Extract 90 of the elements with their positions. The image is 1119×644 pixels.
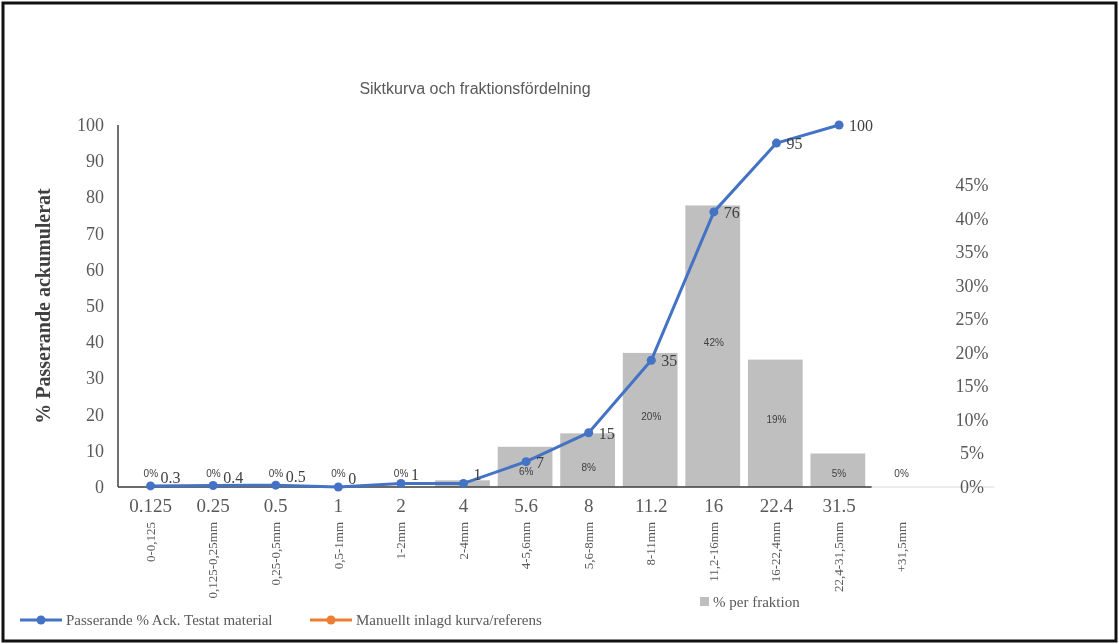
text: 0.125 xyxy=(129,495,172,516)
x-tick-label: +31,5mm xyxy=(893,522,909,573)
data-label: 8% xyxy=(581,461,597,473)
y-tick-label: 100 xyxy=(77,115,104,135)
point xyxy=(208,481,218,491)
text: 31.5 xyxy=(822,495,856,516)
y2-tick-label: 20% xyxy=(955,342,989,363)
data-label: 15 xyxy=(598,424,615,442)
x-tick-label: 4-5,6mm xyxy=(518,522,534,570)
text: 1 xyxy=(333,495,344,516)
y2-tick-label: 30% xyxy=(955,275,989,296)
y-tick-label: 50 xyxy=(86,296,104,316)
data-label: 76 xyxy=(723,203,740,221)
y-tick-label: 60 xyxy=(86,259,104,280)
y2-tick-label: 0% xyxy=(960,477,984,497)
y2-tick-label: 35% xyxy=(955,242,989,263)
annotation: 0.5 xyxy=(285,468,306,486)
y2-tick-label: 10% xyxy=(955,409,989,430)
bar xyxy=(810,453,866,487)
point xyxy=(834,120,844,130)
data-label: 42% xyxy=(703,337,724,349)
bar xyxy=(622,352,678,487)
data-label: 6% xyxy=(518,465,534,477)
y-tick-label: 10 xyxy=(86,440,104,461)
point xyxy=(333,482,343,492)
x-tick-label: 0,5-1mm xyxy=(330,522,346,570)
data-label: 1 xyxy=(410,466,419,484)
y-tick-label: 0 xyxy=(95,477,104,497)
point xyxy=(521,457,531,467)
y-tick-label: 20 xyxy=(86,404,104,425)
text: 16 xyxy=(704,495,724,516)
bar xyxy=(685,205,741,487)
legend-label: Manuellt inlagd kurva/referens xyxy=(356,612,542,628)
point xyxy=(459,478,468,488)
y2-tick-label: 5% xyxy=(960,443,984,464)
point xyxy=(771,138,781,148)
y-tick-label: 30 xyxy=(86,368,104,389)
data-label: 0% xyxy=(894,468,909,479)
data-label: 0 xyxy=(348,470,357,487)
data-label: 20% xyxy=(641,410,662,422)
data-label: 0% xyxy=(331,468,346,479)
y-axis-title: % Passerande ackumulerat xyxy=(32,187,54,424)
y2-tick-label: 45% xyxy=(955,175,989,196)
y-tick-label: 80 xyxy=(86,187,104,208)
text: 11.2 xyxy=(635,495,668,516)
x-tick-label: 0,25-0,5mm xyxy=(267,522,283,586)
point xyxy=(584,428,594,438)
data-label: 100 xyxy=(849,117,874,134)
data-label: 0% xyxy=(143,468,159,479)
chart-title: Siktkurva och fraktionsfördelning xyxy=(359,80,591,97)
text: 2 xyxy=(396,495,406,516)
x-tick-label: 11,2-16mm xyxy=(705,522,721,582)
x-tick-label: 8-11mm xyxy=(643,522,659,566)
x-tick-label: 0,125-0,25mm xyxy=(205,522,221,599)
text: 22.4 xyxy=(759,495,794,516)
data-label: 0.5 xyxy=(263,495,288,516)
data-label: 0% xyxy=(206,468,221,479)
data-label: 35 xyxy=(661,352,678,370)
bar xyxy=(747,359,803,487)
x-tick-label: 16-22,4mm xyxy=(768,522,784,583)
text: 4 xyxy=(458,495,469,516)
data-label: 95 xyxy=(786,135,803,153)
y2-tick-label: 15% xyxy=(955,376,989,397)
data-label: 0% xyxy=(268,468,284,479)
y2-tick-label: 25% xyxy=(955,309,989,330)
point xyxy=(271,480,281,490)
point xyxy=(396,478,406,488)
point xyxy=(709,207,719,217)
y2-tick-label: 40% xyxy=(955,208,989,229)
legend-label: % per fraktion xyxy=(713,594,801,610)
text: 0.25 xyxy=(196,495,230,516)
point xyxy=(646,355,656,365)
text: 8 xyxy=(583,495,594,516)
data-label: 0.3 xyxy=(160,468,181,486)
text: 5.6 xyxy=(514,495,538,516)
data-label: 7 xyxy=(536,453,545,471)
x-tick-label: 0-0,125 xyxy=(142,522,158,563)
x-tick-label: 5,6-8mm xyxy=(580,522,596,570)
y-tick-label: 40 xyxy=(86,332,104,353)
y-tick-label: 70 xyxy=(86,223,104,244)
data-label: 0% xyxy=(393,468,409,479)
y-tick-label: 90 xyxy=(86,151,104,172)
x-tick-label: 2-4mm xyxy=(455,522,471,560)
data-label: 5% xyxy=(831,467,847,479)
x-tick-label: 22,4-31,5mm xyxy=(831,522,846,593)
x-tick-label: 1-2mm xyxy=(393,522,409,560)
legend-label: Passerande % Ack. Testat material xyxy=(66,612,273,628)
point xyxy=(146,481,156,491)
data-label: 0.4 xyxy=(223,468,244,486)
data-label: 19% xyxy=(766,414,787,426)
